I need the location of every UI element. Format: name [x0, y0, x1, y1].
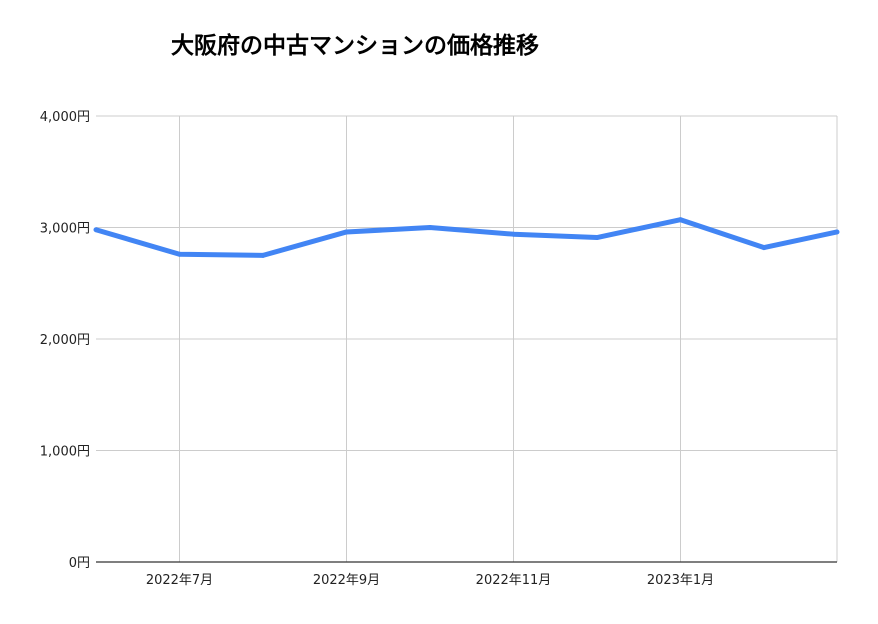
data-point: [177, 251, 182, 257]
series-line: [95, 217, 838, 258]
data-point: [427, 225, 433, 230]
y-tick-label: 4,000円: [40, 110, 90, 125]
x-tick-label: 2023年1月: [647, 573, 714, 588]
y-tick-label: 1,000円: [40, 445, 90, 460]
data-point: [93, 227, 99, 233]
chart-title: 大阪府の中古マンションの価格推移: [171, 33, 539, 59]
y-tick-label: 3,000円: [40, 222, 90, 237]
data-point: [344, 229, 349, 235]
y-tick-label: 2,000円: [40, 333, 90, 348]
data-point: [594, 235, 600, 241]
y-tick-label: 0円: [69, 556, 90, 571]
data-point: [511, 231, 516, 237]
x-tick-label: 2022年9月: [313, 573, 380, 588]
data-point: [678, 217, 683, 223]
x-tick-label: 2022年7月: [146, 573, 213, 588]
x-tick-label: 2022年11月: [476, 573, 552, 588]
data-point: [260, 252, 266, 258]
data-point: [761, 245, 767, 251]
data-point: [834, 229, 840, 235]
